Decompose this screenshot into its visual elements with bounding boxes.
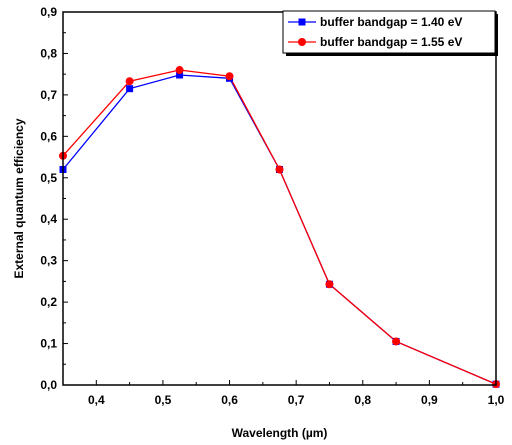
y-tick-label: 0,6 [40,129,57,143]
series-2-point [125,77,134,86]
series-2-point [175,66,184,75]
plot-frame [62,11,497,386]
x-axis-title: Wavelength (µm) [232,426,328,440]
x-tick-label: 0,8 [354,393,371,407]
legend-label-2: buffer bandgap = 1.55 eV [320,35,462,49]
y-tick-label: 0,7 [40,88,57,102]
y-tick-label: 0,2 [40,295,57,309]
series-line-1 [62,74,497,385]
y-tick-label: 0,1 [40,337,57,351]
x-tick-label: 0,6 [221,393,238,407]
legend-marker-1 [298,18,306,26]
series-layer [59,66,500,389]
series-2-point [392,337,401,346]
y-tick-label: 0,9 [40,5,57,19]
y-axis-title: External quantum efficiency [12,118,26,278]
series-2-point [325,280,334,289]
legend-marker-2 [298,38,306,46]
x-tick-label: 0,9 [421,393,438,407]
x-tick-label: 0,4 [88,393,105,407]
series-2-point [225,72,234,81]
series-line-2 [62,69,497,385]
legend: buffer bandgap = 1.40 eV buffer bandgap =… [282,10,498,56]
x-tick-label: 0,7 [288,393,305,407]
series-1-point [176,71,184,79]
y-tick-label: 0,4 [40,212,57,226]
x-axis-ticks: 0,4 0,5 0,6 0,7 0,8 0,9 1,0 [62,380,505,407]
legend-box [282,10,496,54]
y-tick-label: 0,0 [40,378,57,392]
y-tick-label: 0,3 [40,254,57,268]
series-1-point [126,85,134,93]
y-axis-ticks: 0,0 0,1 0,2 0,3 0,4 0,5 0,6 0,7 0,8 0,9 [40,5,68,392]
y-tick-label: 0,8 [40,46,57,60]
y-tick-label: 0,5 [40,171,57,185]
x-tick-label: 0,5 [155,393,172,407]
x-tick-label: 1,0 [488,393,505,407]
series-2-point [275,165,284,174]
legend-label-1: buffer bandgap = 1.40 eV [320,15,462,29]
